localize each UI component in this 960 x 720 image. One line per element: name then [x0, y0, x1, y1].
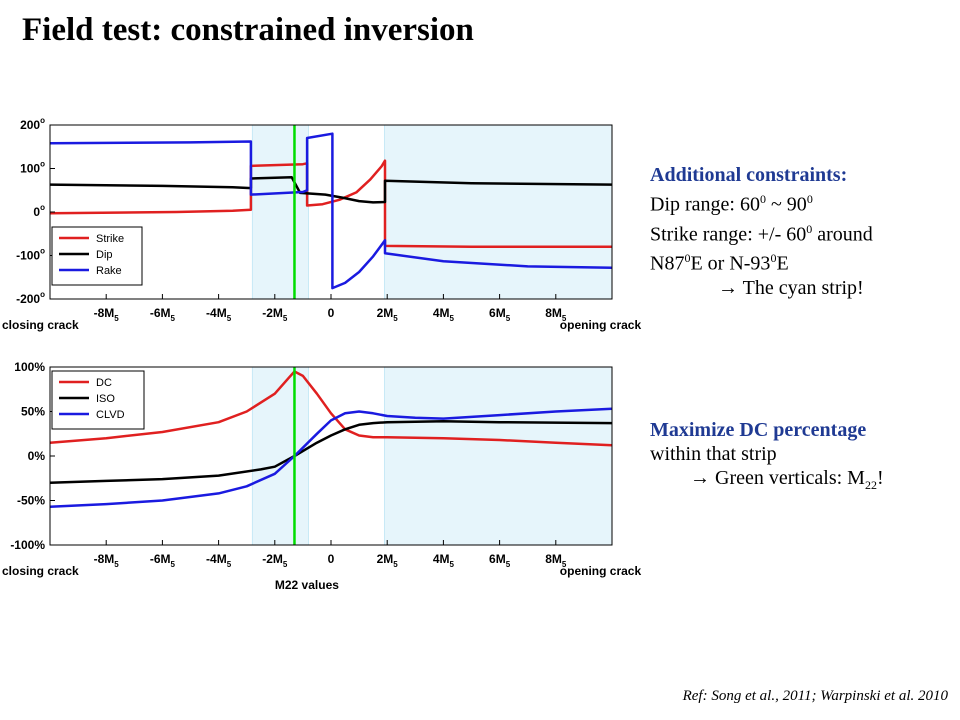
percentage-chart: 100% 50% 0% -50% -100% -8M5 -6M5 -4M5 -2M5 0 2M5 4M… [2, 360, 642, 592]
x-tick-label: -6M5 [150, 552, 176, 569]
x-tick-label: 0 [328, 552, 335, 566]
x-tick-label: 2M5 [377, 306, 399, 323]
maximize-text: Maximize DC percentage within that strip… [650, 418, 884, 497]
x-tick-label: -2M5 [262, 306, 288, 323]
azimuth-line: N870E or N-930E [650, 251, 789, 275]
x-tick-label: 2M5 [377, 552, 399, 569]
maximize-heading: Maximize DC percentage [650, 419, 867, 441]
y-tick-label: 100% [14, 360, 45, 374]
green-verticals-note: → Green verticals: M22! [690, 467, 884, 492]
x-tick-label: 4M5 [433, 306, 455, 323]
slide-title: Field test: constrained inversion [22, 12, 474, 48]
series-line-clvd [49, 407, 613, 508]
y-tick-label: 100o [20, 160, 45, 176]
dip-range-line: Dip range: 600 ~ 900 [650, 192, 813, 216]
y-tick-label: -100o [16, 247, 45, 263]
x-tick-label: 6M5 [489, 552, 511, 569]
opening-crack-label: opening crack [560, 318, 642, 332]
x-tick-label: -4M5 [206, 306, 232, 323]
constraints-text: Additional constraints: Dip range: 600 ~… [650, 163, 873, 300]
x-tick-label: 8M5 [545, 306, 567, 323]
x-tick-label: -8M5 [94, 306, 120, 323]
x-tick-label: 4M5 [433, 552, 455, 569]
y-tick-label: 200o [20, 116, 45, 132]
cyan-strip-0 [251, 124, 309, 300]
y-tick-label: -100% [10, 538, 45, 552]
constraints-heading: Additional constraints: [650, 164, 848, 186]
y-tick-label: 50% [21, 405, 45, 419]
legend-label: Rake [96, 265, 122, 277]
y-tick-label: 0% [28, 449, 46, 463]
y-tick-label: -50% [17, 494, 45, 508]
legend-label: Strike [96, 233, 124, 245]
x-tick-label: 8M5 [545, 552, 567, 569]
y-tick-label: -200o [16, 290, 45, 306]
x-axis-label: M22 values [275, 578, 339, 592]
opening-crack-label: opening crack [560, 564, 642, 578]
series-line-dc [49, 370, 613, 447]
x-tick-label: -8M5 [94, 552, 120, 569]
cyan-strip-1 [383, 124, 613, 300]
legend-box [51, 370, 145, 430]
x-tick-label: 0 [328, 306, 335, 320]
cyan-strip-1 [383, 366, 613, 546]
arrow-icon: → [690, 467, 710, 489]
y-tick-label: 0o [33, 203, 45, 219]
legend-label: DC [96, 377, 112, 389]
x-tick-label: -4M5 [206, 552, 232, 569]
reference-note: Ref: Song et al., 2011; Warpinski et al.… [682, 688, 948, 704]
cyan-strip-note: → The cyan strip! [718, 276, 864, 299]
x-tick-label: -2M5 [262, 552, 288, 569]
cyan-strip-0 [251, 366, 309, 546]
x-tick-label: -6M5 [150, 306, 176, 323]
legend-label: CLVD [96, 409, 125, 421]
arrow-icon: → [718, 276, 738, 299]
legend-box [51, 226, 143, 286]
legend-label: ISO [96, 393, 115, 405]
closing-crack-label: closing crack [2, 318, 79, 332]
orientation-chart: 200o 100o 0o -100o -200o -8M5 -6M5 -4M5 -2M5 0 2M5… [2, 116, 642, 332]
closing-crack-label: closing crack [2, 564, 79, 578]
series-line-iso [49, 420, 613, 484]
legend-label: Dip [96, 249, 113, 261]
series-line-dip [49, 175, 613, 204]
x-tick-label: 6M5 [489, 306, 511, 323]
series-line-rake [49, 132, 613, 290]
within-strip-line: within that strip [650, 443, 777, 465]
strike-range-line: Strike range: +/- 600 around [650, 221, 873, 246]
